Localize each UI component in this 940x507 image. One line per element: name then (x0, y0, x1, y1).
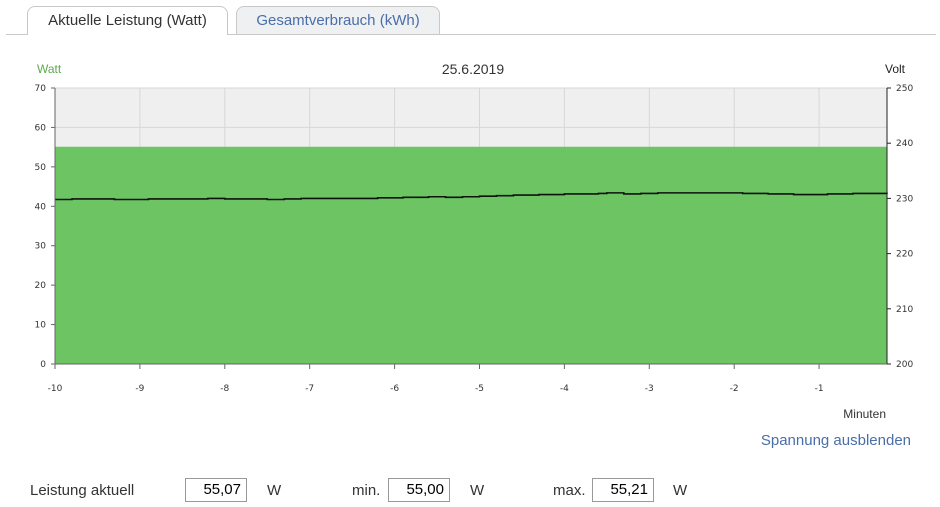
power-chart: 0 10 20 30 40 50 60 70 200 210 220 230 240 250 -10 -9 -8… (35, 61, 914, 421)
y-tick-label: 20 (35, 281, 47, 291)
max-power-value: 55,21 (592, 478, 654, 502)
y-tick-label: 0 (40, 360, 46, 370)
tab-gesamtverbrauch[interactable]: Gesamtverbrauch (kWh) (236, 6, 440, 34)
x-tick-label: -3 (645, 384, 654, 394)
y2-tick-label: 230 (896, 194, 913, 204)
x-tick-label: -6 (390, 384, 399, 394)
y2-tick-label: 250 (896, 84, 913, 94)
current-power-value: 55,07 (185, 478, 247, 502)
y2-tick-label: 240 (896, 139, 913, 149)
y-tick-label: 30 (35, 242, 47, 252)
tab-aktuelle-leistung[interactable]: Aktuelle Leistung (Watt) (27, 6, 228, 35)
max-power-label: max. (553, 482, 586, 499)
x-tick-label: -2 (730, 384, 739, 394)
power-area (55, 146, 887, 364)
x-tick-label: -4 (560, 384, 569, 394)
x-tick-label: -9 (135, 384, 144, 394)
toggle-voltage-link[interactable]: Spannung ausblenden (760, 432, 911, 449)
y2-tick-label: 210 (896, 305, 913, 315)
min-power-label: min. (352, 482, 381, 499)
y-tick-label: 70 (35, 84, 47, 94)
y2-axis-title: Volt (885, 62, 906, 76)
y-tick-label: 50 (35, 163, 47, 173)
power-stats: Leistung aktuell 55,07 W min. 55,00 W ma… (0, 476, 940, 506)
x-tick-label: -1 (815, 384, 824, 394)
tab-bar: Aktuelle Leistung (Watt) Gesamtverbrauch… (6, 0, 936, 36)
y-tick-label: 40 (35, 202, 47, 212)
y2-tick-label: 220 (896, 250, 913, 260)
min-power-unit: W (470, 482, 485, 499)
current-power-unit: W (267, 482, 282, 499)
x-tick-label: -5 (475, 384, 484, 394)
max-power-unit: W (673, 482, 688, 499)
voltage-line (55, 192, 888, 201)
x-tick-label: -10 (48, 384, 63, 394)
y2-tick-label: 200 (896, 360, 913, 370)
current-power-label: Leistung aktuell (30, 482, 135, 499)
x-tick-label: -8 (220, 384, 229, 394)
min-power-value: 55,00 (388, 478, 450, 502)
x-axis-title: Minuten (843, 407, 886, 421)
x-tick-label: -7 (305, 384, 314, 394)
chart-title: 25.6.2019 (442, 61, 504, 77)
y-tick-label: 10 (35, 321, 47, 331)
y-tick-label: 60 (35, 123, 47, 133)
y-axis-title: Watt (37, 62, 62, 76)
tab-bar-divider (6, 34, 936, 35)
